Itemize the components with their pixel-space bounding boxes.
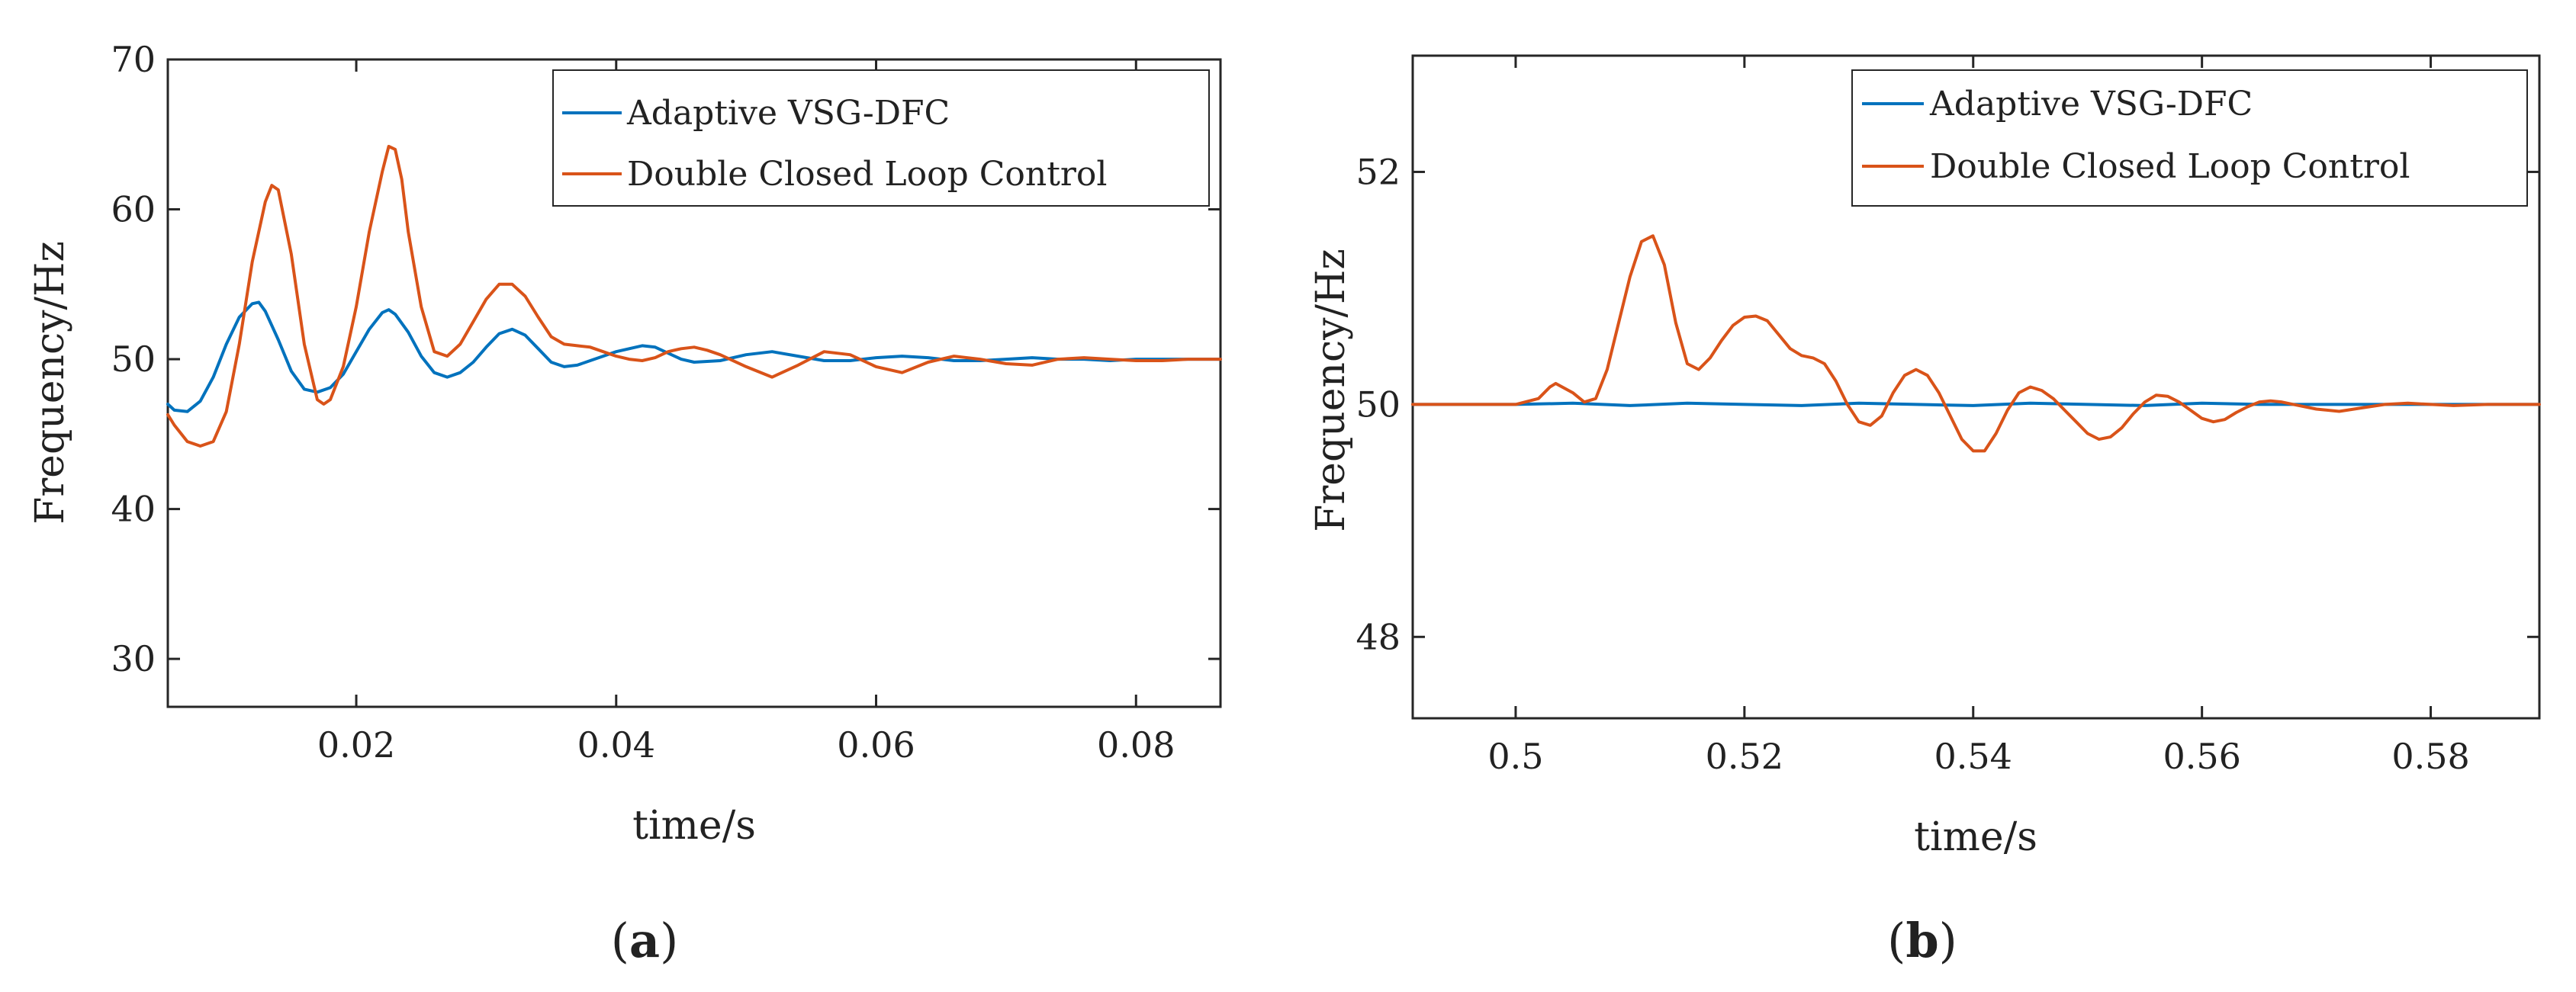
panel-b-legend-label-double-loop: Double Closed Loop Control bbox=[1930, 147, 2410, 186]
panel-a-y-tick-label: 30 bbox=[111, 638, 156, 679]
panel-a-legend-box bbox=[552, 69, 1210, 207]
panel-a-y-tick-label: 40 bbox=[111, 489, 156, 530]
panel-b-caption: (b) bbox=[1887, 913, 1957, 968]
panel-a-legend: Adaptive VSG-DFC Double Closed Loop Cont… bbox=[552, 69, 1210, 207]
panel-b-x-tick-label: 0.58 bbox=[2391, 736, 2469, 777]
panel-b-x-tick-label: 0.54 bbox=[1934, 736, 2012, 777]
panel-a-y-tick-label: 50 bbox=[111, 339, 156, 380]
panel-a-caption: (a) bbox=[611, 913, 679, 968]
panel-a-x-tick-label: 0.02 bbox=[317, 724, 395, 766]
panel-a-legend-label-double-loop: Double Closed Loop Control bbox=[627, 155, 1108, 194]
panel-a-series-double-loop bbox=[166, 145, 1222, 448]
panel-b-y-axis-label: Frequency/Hz bbox=[1308, 249, 1354, 532]
panel-a-lines bbox=[166, 145, 1222, 448]
panel-b-series-adaptive bbox=[1411, 401, 2541, 407]
panel-b-legend-box bbox=[1851, 69, 2528, 207]
panel-b-x-tick-label: 0.56 bbox=[2163, 736, 2240, 777]
panel-a-x-tick-label: 0.08 bbox=[1097, 724, 1175, 766]
panel-b-y-tick-label: 52 bbox=[1356, 151, 1401, 192]
panel-b-y-ticks: 48 50 52 bbox=[1356, 151, 2539, 657]
panel-a-legend-label-adaptive: Adaptive VSG-DFC bbox=[626, 94, 950, 133]
panel-b-y-tick-label: 48 bbox=[1356, 616, 1401, 657]
panel-b-legend-label-adaptive: Adaptive VSG-DFC bbox=[1929, 85, 2253, 124]
panel-b-legend: Adaptive VSG-DFC Double Closed Loop Cont… bbox=[1851, 69, 2528, 207]
panel-b-x-axis-label: time/s bbox=[1914, 814, 2037, 860]
panel-b: 0.5 0.52 0.54 0.56 0.58 48 50 52 time/s Freque… bbox=[1308, 54, 2541, 968]
panel-b-lines bbox=[1411, 234, 2541, 453]
panel-b-x-tick-label: 0.5 bbox=[1487, 736, 1543, 777]
panel-b-x-ticks: 0.5 0.52 0.54 0.56 0.58 bbox=[1487, 56, 2470, 777]
panel-a: 0.02 0.04 0.06 0.08 30 40 50 60 70 time/s Frequ… bbox=[27, 39, 1222, 968]
panel-b-y-tick-label: 50 bbox=[1356, 384, 1401, 425]
panel-b-x-tick-label: 0.52 bbox=[1706, 736, 1783, 777]
panel-a-y-tick-label: 60 bbox=[111, 189, 156, 230]
panel-a-y-axis-label: Frequency/Hz bbox=[27, 241, 73, 525]
panel-a-x-tick-label: 0.06 bbox=[837, 724, 915, 766]
panel-a-x-axis-label: time/s bbox=[632, 803, 756, 849]
panel-a-y-ticks: 30 40 50 60 70 bbox=[111, 39, 1220, 679]
panel-b-series-double-loop bbox=[1411, 234, 2541, 453]
panel-a-y-tick-label: 70 bbox=[111, 39, 156, 80]
panel-a-x-tick-label: 0.04 bbox=[577, 724, 655, 766]
panel-a-x-ticks: 0.02 0.04 0.06 0.08 bbox=[317, 59, 1175, 766]
